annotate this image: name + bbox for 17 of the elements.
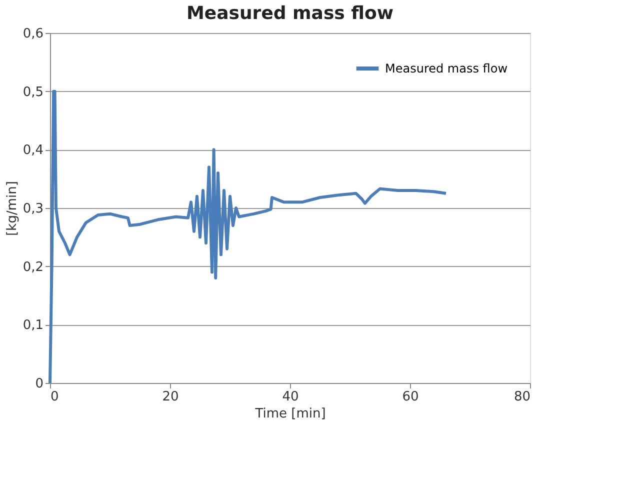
y-axis-title: [kg/min] [4, 181, 20, 236]
y-tick-label: 0,6 [22, 26, 44, 42]
y-tick-label: 0,2 [22, 260, 44, 275]
x-tick-label: 40 [282, 390, 299, 404]
y-tick-label: 0,5 [22, 84, 44, 100]
y-tick-label: 0,3 [22, 202, 44, 216]
line-series [48, 90, 448, 384]
chart-title: Measured mass flow [186, 3, 394, 24]
x-tick-label: 60 [402, 390, 419, 404]
legend-label: Measured mass flow [385, 62, 508, 76]
x-axis-title: Time [min] [254, 406, 326, 422]
y-tick-label: 0 [35, 376, 44, 392]
x-tick-label: 80 [514, 390, 530, 404]
x-tick-label: 0 [50, 390, 59, 404]
x-tick-label: 20 [162, 390, 179, 404]
y-tick-label: 0,4 [22, 143, 44, 158]
y-tick-label: 0,1 [22, 318, 44, 334]
